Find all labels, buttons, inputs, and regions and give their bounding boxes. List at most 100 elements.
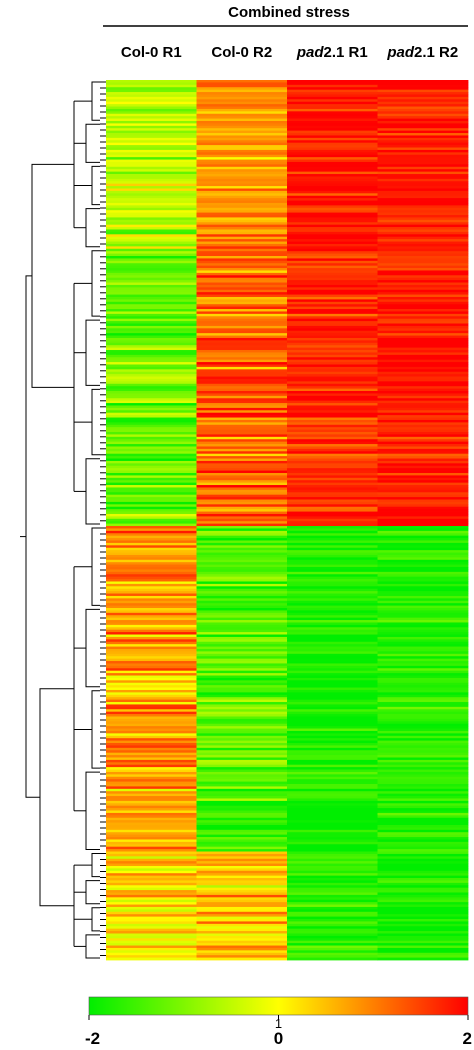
heatmap-cell bbox=[377, 931, 469, 934]
heatmap-cell bbox=[106, 381, 197, 385]
heatmap-cell bbox=[106, 808, 197, 811]
heatmap-cell bbox=[287, 535, 378, 539]
heatmap-cell bbox=[106, 726, 197, 729]
heatmap-cell bbox=[287, 256, 378, 259]
heatmap-cell bbox=[106, 287, 197, 291]
heatmap-cell bbox=[106, 205, 197, 209]
heatmap-cell bbox=[287, 325, 378, 329]
heatmap-cell bbox=[377, 617, 469, 621]
heatmap-cell bbox=[106, 364, 197, 368]
heatmap-cell bbox=[106, 892, 197, 896]
heatmap-cell bbox=[287, 873, 378, 877]
heatmap-cell bbox=[106, 557, 197, 561]
heatmap-cell bbox=[377, 142, 469, 146]
heatmap-cell bbox=[196, 316, 288, 320]
heatmap-cell bbox=[196, 870, 288, 874]
heatmap-cell bbox=[196, 776, 288, 780]
heatmap-cell bbox=[106, 728, 197, 732]
heatmap-cell bbox=[377, 337, 469, 341]
heatmap-cell bbox=[377, 728, 469, 732]
heatmap-cell bbox=[106, 745, 197, 749]
heatmap-cell bbox=[287, 950, 378, 954]
heatmap-cell bbox=[287, 668, 378, 672]
heatmap-cell bbox=[106, 453, 197, 457]
heatmap-cell bbox=[377, 465, 469, 469]
heatmap-cell bbox=[377, 335, 469, 339]
heatmap-cell bbox=[196, 198, 288, 201]
heatmap-cell bbox=[196, 321, 288, 324]
heatmap-cell bbox=[287, 210, 378, 213]
heatmap-cell bbox=[106, 791, 197, 795]
heatmap-cell bbox=[377, 598, 469, 602]
heatmap-cell bbox=[287, 352, 378, 356]
heatmap-cell bbox=[377, 863, 469, 867]
heatmap-cell bbox=[377, 470, 469, 474]
heatmap-cell bbox=[106, 130, 197, 134]
heatmap-cell bbox=[106, 849, 197, 852]
heatmap-cell bbox=[377, 485, 469, 488]
heatmap-cell bbox=[196, 325, 288, 329]
heatmap-cell bbox=[377, 540, 469, 544]
heatmap-cell bbox=[106, 759, 197, 763]
heatmap-cell bbox=[196, 952, 288, 956]
heatmap-cell bbox=[377, 856, 469, 860]
heatmap-cell bbox=[287, 422, 378, 426]
heatmap-cell bbox=[196, 296, 288, 300]
heatmap-cell bbox=[287, 415, 378, 418]
heatmap-cell bbox=[287, 914, 378, 917]
heatmap-cell bbox=[106, 193, 197, 197]
heatmap-cell bbox=[287, 622, 378, 626]
heatmap-cell bbox=[196, 564, 288, 568]
heatmap-cell bbox=[196, 350, 288, 353]
heatmap-cell bbox=[196, 145, 288, 148]
heatmap-cell bbox=[106, 771, 197, 775]
heatmap-cell bbox=[106, 133, 197, 136]
heatmap-cell bbox=[287, 506, 378, 510]
heatmap-cell bbox=[377, 178, 469, 182]
heatmap-cell bbox=[196, 154, 288, 158]
heatmap-cell bbox=[287, 460, 378, 464]
heatmap-cell bbox=[196, 400, 288, 404]
dendrogram-branch bbox=[31, 163, 74, 388]
heatmap-cell bbox=[196, 120, 288, 124]
heatmap-cell bbox=[377, 576, 469, 580]
heatmap-cell bbox=[377, 781, 469, 785]
heatmap-cell bbox=[196, 497, 288, 500]
column-label: Col-0 R2 bbox=[211, 44, 272, 61]
heatmap-cell bbox=[287, 118, 378, 122]
heatmap-cell bbox=[287, 509, 378, 512]
heatmap-cell bbox=[106, 899, 197, 903]
heatmap-cell bbox=[106, 547, 197, 551]
colorbar-mid-mark: 1 bbox=[275, 1016, 282, 1031]
heatmap-cell bbox=[106, 137, 197, 141]
heatmap-cell bbox=[377, 892, 469, 896]
heatmap-cell bbox=[106, 487, 197, 491]
heatmap-cell bbox=[196, 627, 288, 631]
heatmap-cell bbox=[106, 704, 197, 708]
heatmap-cell bbox=[287, 451, 378, 455]
heatmap-cell bbox=[106, 277, 197, 281]
heatmap-cell bbox=[377, 603, 469, 606]
heatmap-cell bbox=[196, 550, 288, 553]
heatmap-cell bbox=[377, 108, 469, 112]
heatmap-cell bbox=[377, 306, 469, 310]
heatmap-cell bbox=[106, 311, 197, 315]
heatmap-cell bbox=[106, 94, 197, 98]
heatmap-cell bbox=[196, 330, 288, 334]
heatmap-cell bbox=[106, 935, 197, 939]
heatmap-cell bbox=[287, 699, 378, 703]
heatmap-cell bbox=[377, 878, 469, 881]
heatmap-cell bbox=[377, 824, 469, 828]
heatmap-cell bbox=[106, 135, 197, 139]
heatmap-cell bbox=[287, 335, 378, 339]
heatmap-cell bbox=[377, 528, 469, 532]
heatmap-cell bbox=[377, 186, 469, 189]
heatmap-cell bbox=[196, 501, 288, 505]
heatmap-cell bbox=[196, 769, 288, 773]
heatmap-cell bbox=[287, 661, 378, 664]
heatmap-cell bbox=[377, 84, 469, 88]
heatmap-cell bbox=[106, 697, 197, 701]
heatmap-cell bbox=[287, 169, 378, 173]
heatmap-cell bbox=[106, 817, 197, 821]
heatmap-cell bbox=[196, 875, 288, 879]
